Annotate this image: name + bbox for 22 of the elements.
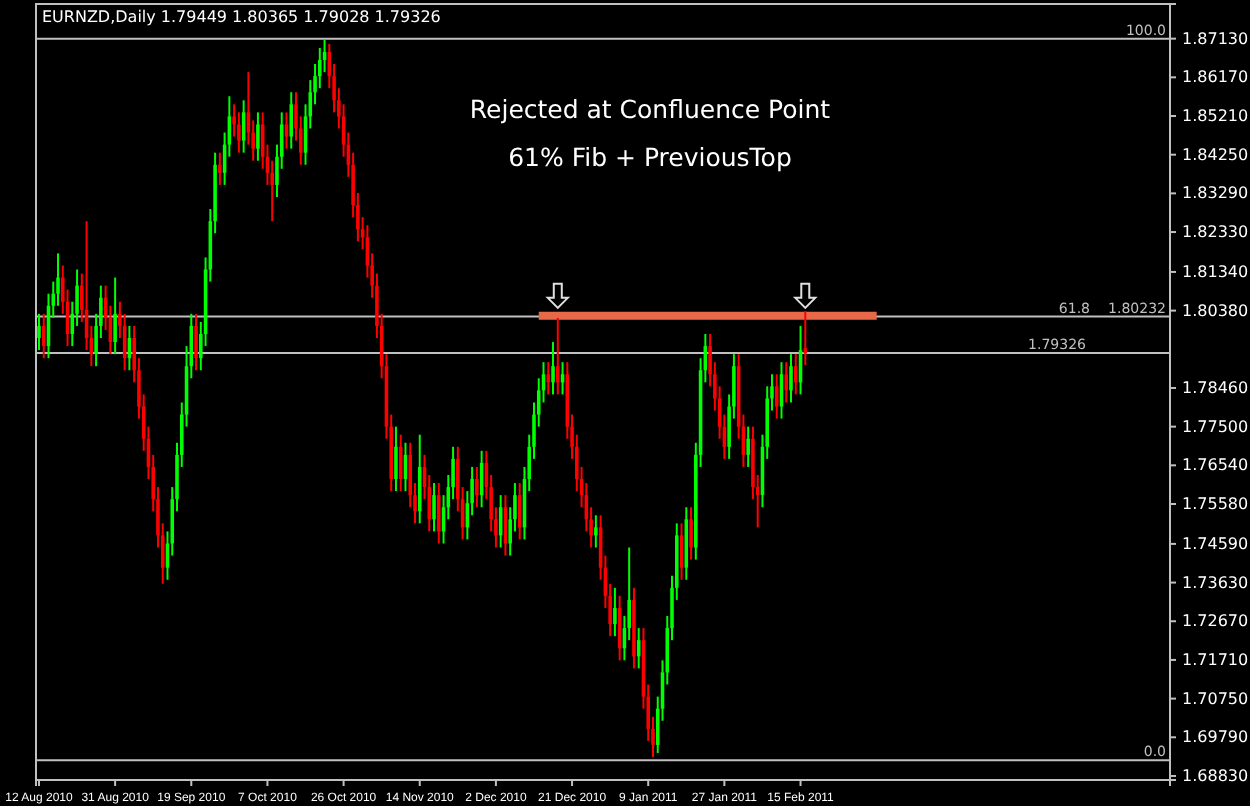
y-tick-label: 1.78460 [1182, 379, 1249, 398]
y-tick-label: 1.68830 [1182, 767, 1249, 786]
y-tick-label: 1.75580 [1182, 495, 1249, 514]
y-tick-label: 1.81340 [1182, 263, 1249, 282]
y-tick-label: 1.72670 [1182, 612, 1249, 631]
y-tick-label: 1.70750 [1182, 689, 1249, 708]
chart-title: EURNZD,Daily 1.79449 1.80365 1.79028 1.79326 [42, 8, 441, 26]
y-tick-label: 1.69790 [1182, 728, 1249, 747]
y-tick-label: 1.77500 [1182, 417, 1249, 436]
y-tick-label: 1.80380 [1182, 301, 1249, 320]
annotation: Rejected at Confluence Point [469, 94, 831, 124]
y-tick-label: 1.71710 [1182, 651, 1249, 670]
y-tick-label: 1.85210 [1182, 107, 1249, 126]
annotation: 61% Fib + PreviousTop [508, 142, 792, 172]
y-tick-label: 1.83290 [1182, 184, 1249, 203]
y-tick-label: 1.82330 [1182, 223, 1249, 242]
y-tick-label: 1.87130 [1182, 29, 1249, 48]
y-tick-label: 1.86170 [1182, 68, 1249, 87]
y-tick-label: 1.76540 [1182, 456, 1249, 475]
y-tick-label: 1.84250 [1182, 145, 1249, 164]
y-tick-label: 1.73630 [1182, 573, 1249, 592]
y-tick-label: 1.74590 [1182, 535, 1249, 554]
